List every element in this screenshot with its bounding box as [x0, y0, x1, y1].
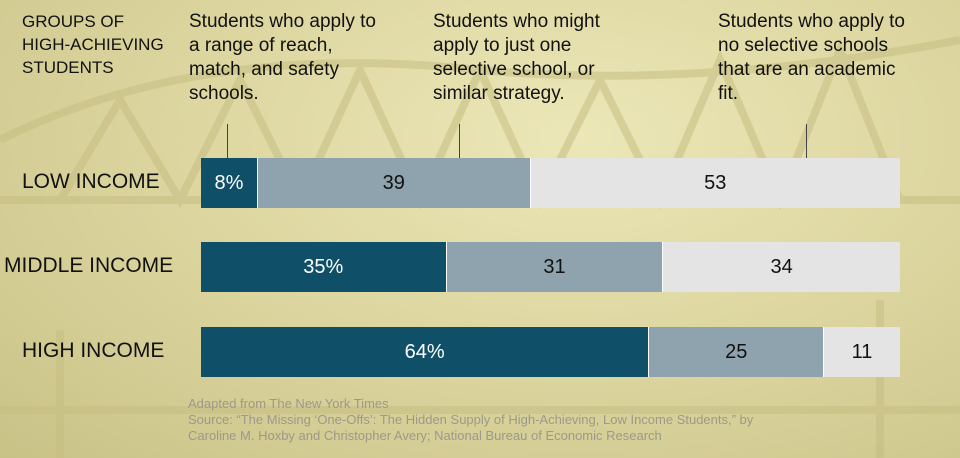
row-label: LOW INCOME: [22, 170, 160, 193]
bar-segment: 25: [648, 327, 824, 377]
footer-source: Source: “The Missing ‘One-Offs’: The Hid…: [188, 412, 754, 427]
bar-segment: 8%: [201, 158, 257, 208]
bar-segment: 35%: [201, 242, 446, 292]
footer: Adapted from The New York Times Source: …: [188, 396, 753, 444]
data-label: 11: [851, 340, 873, 363]
footer-adapted: Adapted from The New York Times: [188, 396, 389, 411]
bar-segment: 53: [529, 158, 900, 208]
data-label: 31: [543, 255, 566, 278]
legend-pointer-2: [459, 124, 460, 160]
legend-series-1: Students who apply to a range of reach, …: [189, 11, 376, 104]
data-label: 39: [382, 171, 405, 194]
legend-pointer-1: [227, 124, 228, 160]
bar-segment: 34: [662, 242, 900, 292]
row-label: MIDDLE INCOME: [4, 254, 174, 277]
bar-segment: 11: [823, 327, 900, 377]
row-label: HIGH INCOME: [22, 339, 165, 362]
data-label: 53: [704, 171, 727, 194]
bar-segment: 31: [445, 242, 663, 292]
legend-pointer-3: [806, 124, 807, 160]
legend-series-3: Students who apply to no selective schoo…: [718, 11, 905, 104]
bar-segment: 39: [256, 158, 530, 208]
data-label: 8%: [214, 171, 244, 194]
data-label: 35%: [303, 255, 344, 278]
bar-segment: 64%: [201, 327, 649, 377]
data-label: 25: [725, 340, 748, 363]
data-label: 34: [770, 255, 793, 278]
footer-authors: Caroline M. Hoxby and Christopher Avery;…: [188, 428, 662, 443]
legend-series-2: Students who might apply to just one sel…: [433, 11, 600, 104]
groups-heading: GROUPS OF HIGH-ACHIEVING STUDENTS: [22, 12, 164, 77]
data-label: 64%: [404, 340, 445, 363]
